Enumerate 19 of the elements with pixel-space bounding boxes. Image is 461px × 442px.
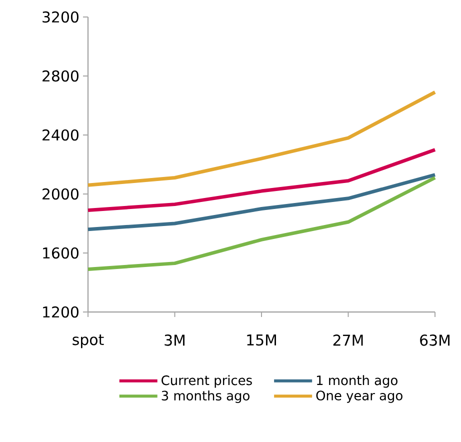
line-series	[86, 90, 437, 187]
x-tick-label: 15M	[247, 334, 276, 346]
legend-label: 3 months ago	[162, 390, 250, 404]
y-tick-label: 2000	[42, 188, 78, 200]
line-series	[86, 173, 437, 232]
y-tick-label: 1200	[43, 306, 78, 318]
x-tick-label: 63M	[420, 334, 450, 346]
y-tick-label: 1600	[43, 247, 78, 259]
x-tick-label: spot	[72, 334, 104, 348]
legend-label: 1 month ago	[316, 375, 398, 388]
line-series	[86, 148, 437, 212]
y-tick-label: 2800	[42, 70, 78, 82]
legend-label: Current prices	[162, 375, 252, 388]
x-tick-label: 27M	[333, 334, 363, 346]
y-tick-label: 3200	[42, 11, 78, 23]
line-series	[86, 176, 437, 271]
legend-label: One year ago	[316, 390, 402, 403]
x-tick-label: 3M	[164, 334, 184, 346]
y-tick-label: 2400	[42, 129, 78, 141]
